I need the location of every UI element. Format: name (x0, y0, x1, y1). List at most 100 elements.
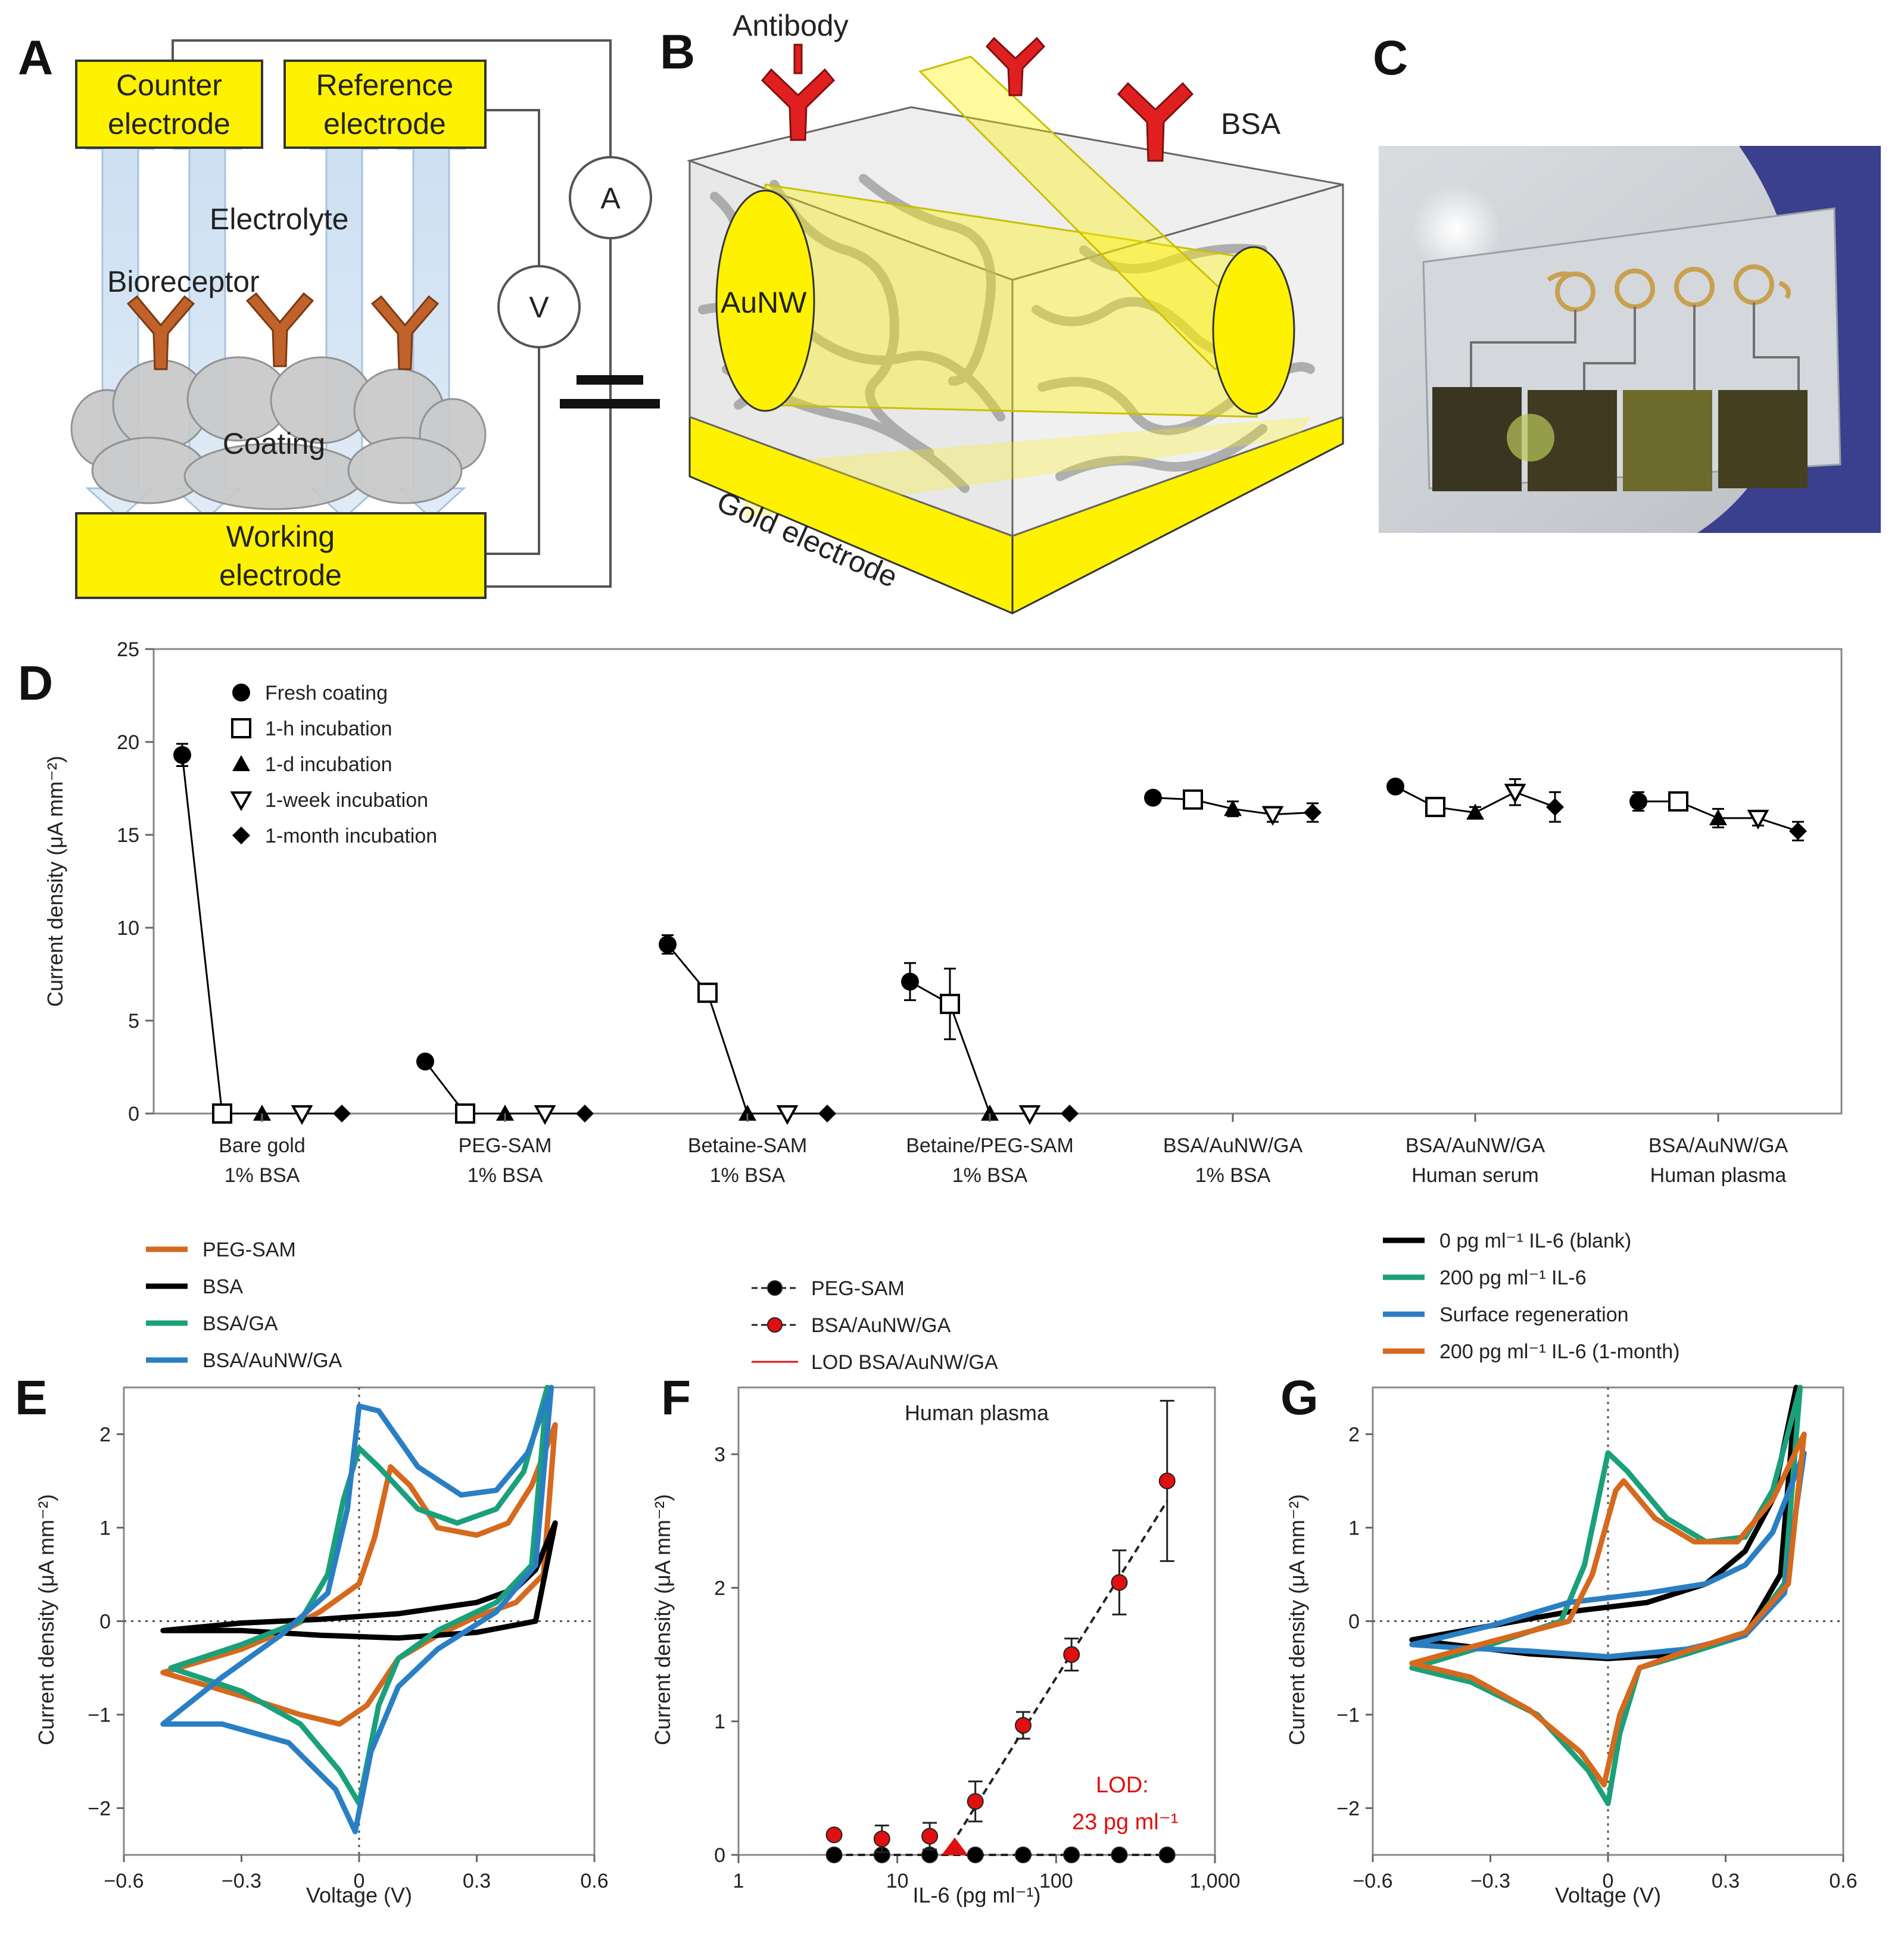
working-electrode-label-2: electrode (219, 559, 342, 592)
f-legend-label: PEG-SAM (811, 1277, 905, 1300)
d-xtick-label: 1% BSA (1195, 1164, 1271, 1187)
d-data-point (776, 1105, 799, 1125)
xtick-label: 0 (354, 1870, 365, 1892)
f-ytick-label: 1 (714, 1711, 725, 1733)
xtick-label: 0.6 (1829, 1870, 1857, 1892)
f-data-point-black (1158, 1847, 1176, 1863)
reference-electrode (283, 60, 487, 149)
d-data-point (981, 1105, 999, 1121)
d-data-point (1747, 809, 1769, 830)
f-title: Human plasma (905, 1401, 1049, 1425)
panel-d: D Current density (μA mm⁻²) 0 5 10 15 20 25 B… (18, 638, 1843, 1187)
d-data-point (1789, 822, 1807, 840)
f-lod-marker (942, 1837, 968, 1855)
d-data-point (455, 1103, 475, 1124)
g-axes: −0.6 −0.3 0 0.3 0.6 −2 −1 0 1 2 (1336, 1387, 1858, 1892)
ytick-label: 2 (99, 1424, 111, 1446)
f-xtick-label: 10 (886, 1870, 909, 1892)
f-legend: PEG-SAM BSA/AuNW/GA LOD BSA/AuNW/GA (752, 1277, 998, 1374)
legend-label: BSA/GA (202, 1312, 278, 1335)
coating-cloud (70, 356, 487, 510)
d-data-point (901, 972, 919, 991)
circuit-wires (172, 39, 612, 588)
f-fit-line (944, 1500, 1168, 1856)
electrode-traces (1470, 302, 1800, 393)
cv-curve-black (160, 1520, 558, 1641)
f-legend-marker (767, 1317, 783, 1333)
d-data-point (697, 983, 718, 1003)
d-data-point (291, 1105, 313, 1125)
d-data-point (1466, 803, 1484, 820)
d-legend-label: 1-week incubation (265, 789, 428, 812)
f-data-point-red (921, 1828, 939, 1845)
f-xtick-label: 1,000 (1189, 1870, 1240, 1892)
d-groups (173, 743, 1807, 1125)
panel-f: F PEG-SAM BSA/AuNW/GA LOD BSA/AuNW/GA Huma… (650, 1277, 1241, 1907)
d-data-point (253, 1105, 271, 1121)
bioreceptor-y-shapes (126, 292, 440, 370)
d-data-point (416, 1052, 434, 1071)
d-data-point (1425, 797, 1445, 818)
f-data-point-black (825, 1847, 843, 1863)
f-legend-marker (767, 1280, 783, 1296)
ytick-label: −1 (1336, 1704, 1360, 1727)
d-ylabel: Current density (μA mm⁻²) (43, 756, 67, 1007)
ammeter-label: A (600, 182, 621, 215)
xtick-label: 0.3 (463, 1870, 491, 1892)
d-data-point (940, 993, 960, 1014)
panel-e: E PEG-SAM BSA BSA/GA BSA/AuNW/GA −0.6 −0.3 0 0… (15, 1239, 609, 1907)
d-legend-marker (232, 684, 250, 701)
d-legend-label: Fresh coating (265, 682, 388, 704)
f-data-point-red (873, 1830, 890, 1848)
f-xtick-label: 1 (733, 1870, 744, 1892)
d-xtick-label: BSA/AuNW/GA (1649, 1134, 1788, 1157)
d-legend-label: 1-h incubation (265, 718, 392, 740)
xtick-label: −0.3 (222, 1870, 261, 1892)
f-lod-text-1: LOD: (1096, 1773, 1149, 1798)
d-data-point (738, 1105, 756, 1121)
f-xlabel: IL-6 (pg ml⁻¹) (912, 1883, 1040, 1907)
panel-letter-g: G (1280, 1371, 1319, 1425)
f-data-point-black (1111, 1847, 1128, 1863)
e-axes: −0.6 −0.3 0 0.3 0.6 −2 −1 0 1 2 (88, 1387, 609, 1892)
d-legend-marker (230, 791, 253, 812)
f-legend-label: BSA/AuNW/GA (811, 1314, 951, 1337)
ytick-label: 2 (1348, 1424, 1360, 1446)
d-data-point (1183, 789, 1203, 810)
f-data-point-red (967, 1793, 984, 1810)
f-data-point-black (967, 1847, 984, 1863)
cv-curve-green (1409, 1384, 1803, 1807)
f-ytick-label: 0 (714, 1844, 725, 1867)
counter-electrode-label-1: Counter (116, 68, 222, 102)
ytick-label: −2 (1336, 1798, 1360, 1820)
d-xtick-label: Human plasma (1650, 1164, 1787, 1187)
d-xtick-label: Betaine-SAM (688, 1134, 807, 1157)
voltmeter-symbol (497, 265, 581, 348)
xtick-label: 0.3 (1712, 1870, 1740, 1892)
f-lod-text-2: 23 pg ml⁻¹ (1072, 1810, 1178, 1835)
panel-letter-e: E (15, 1371, 48, 1425)
d-data-point (659, 935, 677, 954)
d-data-point (576, 1105, 594, 1122)
d-data-point (1386, 777, 1404, 796)
d-data-point (333, 1105, 351, 1122)
d-data-point (1018, 1105, 1041, 1125)
panel-c: C (1373, 31, 1881, 533)
d-xlabels: Bare gold 1% BSA PEG-SAM 1% BSA Betaine-SAM 1… (219, 1114, 1788, 1187)
counter-electrode-label-2: electrode (108, 107, 230, 141)
d-legend: Fresh coating 1-h incubation 1-d incubatio… (230, 682, 437, 847)
f-ytick-label: 2 (714, 1577, 725, 1599)
d-xtick-label: Betaine/PEG-SAM (906, 1134, 1074, 1157)
legend-label: 200 pg ml⁻¹ IL-6 (1-month) (1439, 1340, 1679, 1363)
cv-curve-orange (160, 1422, 558, 1727)
panel-letter-d: D (18, 656, 53, 710)
panel-b: B (660, 9, 1344, 615)
panel-g: G 0 pg ml⁻¹ IL-6 (blank) 200 pg ml⁻¹ IL-6… (1280, 1230, 1858, 1907)
f-series (825, 1399, 1176, 1863)
d-data-point (496, 1105, 514, 1121)
legend-label: 0 pg ml⁻¹ IL-6 (blank) (1439, 1230, 1631, 1252)
xtick-label: −0.3 (1470, 1870, 1510, 1892)
d-data-point (1668, 791, 1688, 812)
e-ylabel: Current density (μA mm⁻²) (34, 1494, 58, 1745)
legend-label: PEG-SAM (202, 1239, 296, 1261)
